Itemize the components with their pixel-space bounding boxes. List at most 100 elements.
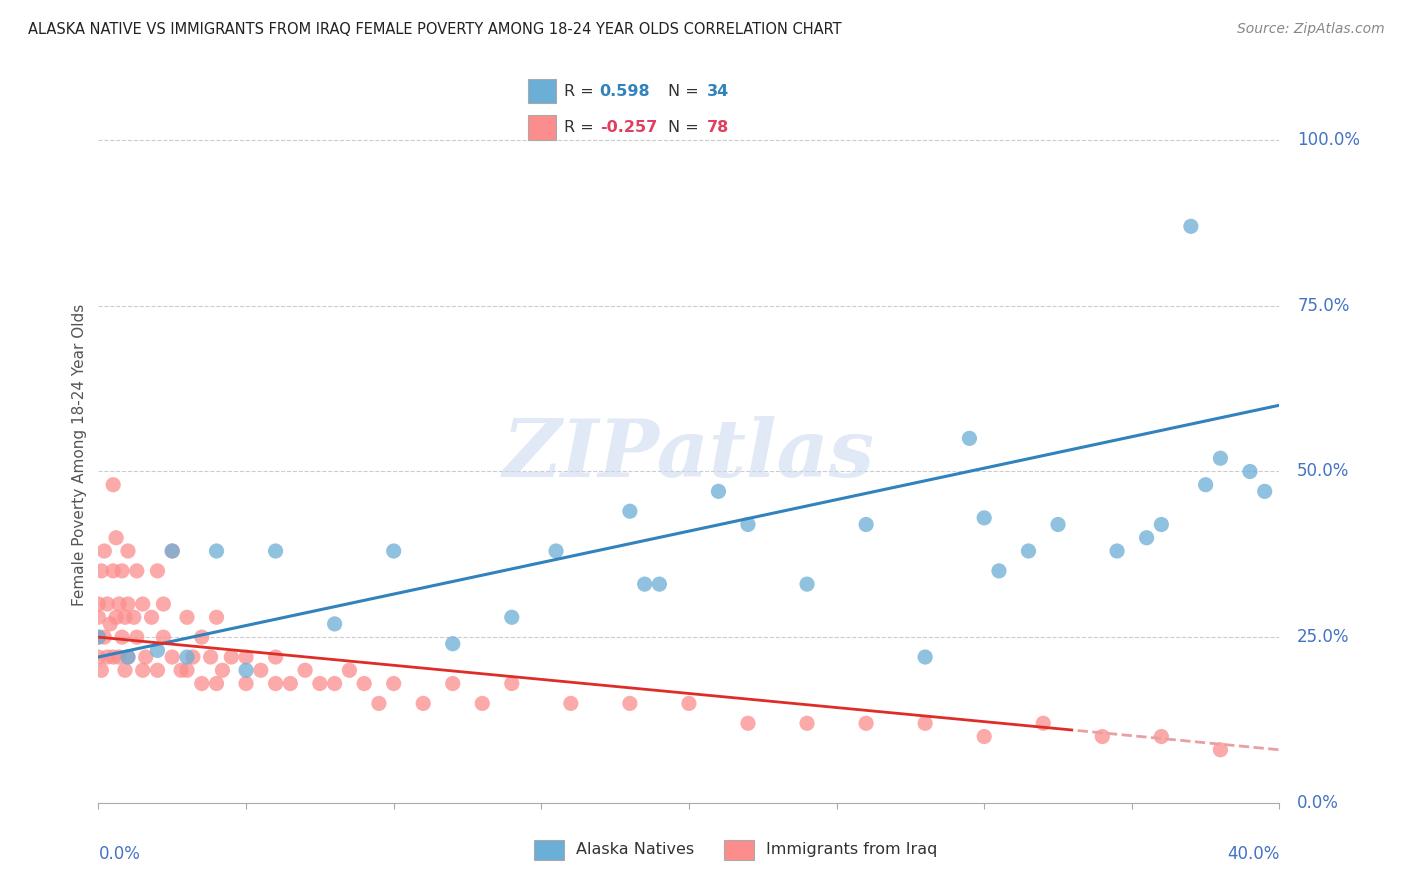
Point xyxy=(648,577,671,591)
Point xyxy=(264,650,287,665)
Point xyxy=(103,477,125,491)
Point xyxy=(1209,743,1232,757)
Y-axis label: Female Poverty Among 18-24 Year Olds: Female Poverty Among 18-24 Year Olds xyxy=(72,304,87,606)
Point xyxy=(96,650,118,665)
Point xyxy=(191,630,214,644)
Point xyxy=(914,650,936,665)
Point xyxy=(125,564,148,578)
Point xyxy=(235,663,257,677)
Point xyxy=(87,650,110,665)
Text: ZIPatlas: ZIPatlas xyxy=(503,417,875,493)
Point xyxy=(146,643,169,657)
Point xyxy=(1105,544,1128,558)
Text: 78: 78 xyxy=(707,120,728,135)
Point xyxy=(114,610,136,624)
Point xyxy=(973,730,995,744)
Point xyxy=(146,564,169,578)
Point xyxy=(176,663,198,677)
Point xyxy=(111,564,134,578)
Text: 40.0%: 40.0% xyxy=(1227,845,1279,863)
Text: R =: R = xyxy=(564,120,599,135)
Point xyxy=(309,676,332,690)
Point xyxy=(87,597,110,611)
Point xyxy=(117,650,139,665)
Point xyxy=(1046,517,1069,532)
Point xyxy=(294,663,316,677)
Point xyxy=(1239,465,1261,479)
Point xyxy=(90,564,112,578)
Point xyxy=(1091,730,1114,744)
Point xyxy=(90,663,112,677)
Point xyxy=(1017,544,1039,558)
Point xyxy=(560,697,582,711)
Point xyxy=(135,650,157,665)
Point xyxy=(219,650,242,665)
Point xyxy=(737,716,759,731)
Point xyxy=(1150,517,1173,532)
Point xyxy=(146,663,169,677)
Point xyxy=(117,597,139,611)
Point xyxy=(132,663,155,677)
Point xyxy=(471,697,494,711)
Point xyxy=(368,697,391,711)
Point xyxy=(501,610,523,624)
Point xyxy=(501,676,523,690)
Point xyxy=(1180,219,1202,234)
Point xyxy=(205,610,228,624)
Point xyxy=(382,544,405,558)
Point xyxy=(105,610,128,624)
Point xyxy=(619,504,641,518)
Point xyxy=(93,630,115,644)
Point xyxy=(103,650,125,665)
Point xyxy=(633,577,655,591)
Point xyxy=(105,531,128,545)
Point xyxy=(1135,531,1157,545)
Point xyxy=(987,564,1010,578)
Bar xyxy=(529,79,555,103)
Point xyxy=(737,517,759,532)
Point xyxy=(337,663,360,677)
Point xyxy=(200,650,222,665)
Point xyxy=(98,616,121,631)
Text: 0.0%: 0.0% xyxy=(98,845,141,863)
Bar xyxy=(724,839,754,860)
Point xyxy=(152,630,174,644)
Point xyxy=(191,676,214,690)
Point xyxy=(264,676,287,690)
Point xyxy=(619,697,641,711)
Point xyxy=(1209,451,1232,466)
Bar xyxy=(534,839,564,860)
Point xyxy=(914,716,936,731)
Point xyxy=(264,544,287,558)
Point xyxy=(796,716,818,731)
Text: N =: N = xyxy=(668,84,704,99)
Point xyxy=(678,697,700,711)
Point xyxy=(114,663,136,677)
Point xyxy=(205,544,228,558)
Point xyxy=(235,676,257,690)
Text: 75.0%: 75.0% xyxy=(1298,297,1350,315)
Point xyxy=(132,597,155,611)
Point xyxy=(117,544,139,558)
Point xyxy=(152,597,174,611)
Point xyxy=(162,650,183,665)
Text: 100.0%: 100.0% xyxy=(1298,131,1360,149)
Point xyxy=(796,577,818,591)
Point xyxy=(205,676,228,690)
Point xyxy=(1032,716,1054,731)
Point xyxy=(176,610,198,624)
Point xyxy=(162,544,183,558)
Point xyxy=(176,650,198,665)
Text: 25.0%: 25.0% xyxy=(1298,628,1350,646)
Point xyxy=(278,676,302,690)
Text: 34: 34 xyxy=(707,84,728,99)
Point xyxy=(250,663,273,677)
Point xyxy=(87,630,110,644)
Text: N =: N = xyxy=(668,120,704,135)
Point xyxy=(96,597,118,611)
Point xyxy=(170,663,193,677)
Point xyxy=(707,484,730,499)
Text: R =: R = xyxy=(564,84,599,99)
Point xyxy=(855,517,877,532)
Point xyxy=(441,637,464,651)
